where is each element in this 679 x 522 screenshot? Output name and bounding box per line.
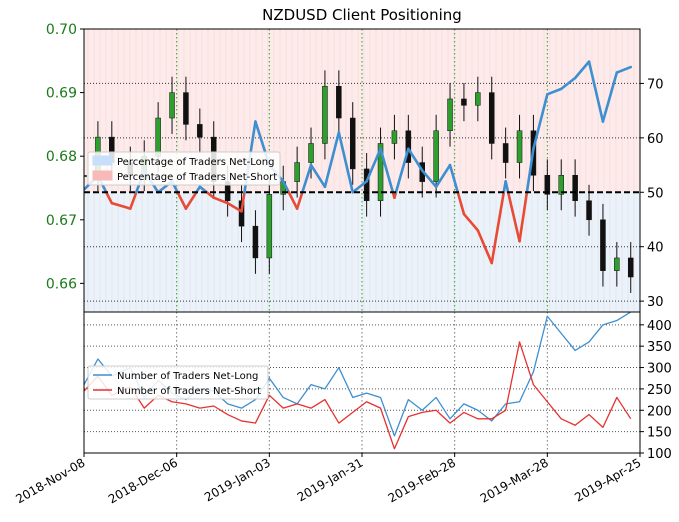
count-axis-label: 150 <box>647 426 672 441</box>
candle-body <box>267 194 272 258</box>
candle-body <box>197 124 202 137</box>
left-axis-label: 0.67 <box>46 213 77 229</box>
right-axis-label: 40 <box>647 241 664 256</box>
candle-body <box>600 220 605 271</box>
right-axis-label: 30 <box>647 295 664 310</box>
candle-body <box>461 99 466 105</box>
x-axis-date-label: 2018-Nov-08 <box>13 455 87 506</box>
left-axis-label: 0.66 <box>46 276 77 292</box>
legend-swatch <box>93 171 112 180</box>
count-axis-label: 250 <box>647 383 672 398</box>
candle-body <box>170 93 175 118</box>
left-axis-label: 0.69 <box>46 86 77 102</box>
candle-body <box>309 143 314 162</box>
count-axis-label: 350 <box>647 340 672 355</box>
x-axis-date-label: 2019-Jan-31 <box>295 455 366 504</box>
left-axis-label: 0.68 <box>46 149 77 165</box>
x-axis-date-label: 2019-Apr-25 <box>572 455 643 504</box>
candle-body <box>448 99 453 131</box>
count-axis-label: 400 <box>647 319 672 334</box>
candle-body <box>503 143 508 162</box>
candle-body <box>295 163 300 182</box>
count-axis-label: 300 <box>647 362 672 377</box>
candle-body <box>614 258 619 271</box>
candle-body <box>183 93 188 125</box>
candle-body <box>489 93 494 144</box>
legend-label: Percentage of Traders Net-Short <box>117 172 277 183</box>
candle-body <box>434 131 439 182</box>
right-axis-label: 70 <box>647 77 664 92</box>
legend-label: Percentage of Traders Net-Long <box>117 157 275 168</box>
candle-body <box>322 86 327 143</box>
positioning-legend: Percentage of Traders Net-Long Percentage… <box>88 152 280 185</box>
candle-body <box>350 118 355 169</box>
left-axis-label: 0.70 <box>46 22 77 38</box>
chart-title: NZDUSD Client Positioning <box>262 6 462 24</box>
candle-body <box>156 118 161 156</box>
x-axis-date-label: 2018-Dec-06 <box>106 455 180 506</box>
legend-swatch <box>93 156 112 165</box>
x-axis-date-label: 2019-Feb-28 <box>386 455 459 505</box>
candle-body <box>573 175 578 200</box>
candle-body <box>336 86 341 118</box>
count-axis-label: 200 <box>647 404 672 419</box>
right-axis-label: 50 <box>647 186 664 201</box>
candle-body <box>587 201 592 220</box>
candle-body <box>475 93 480 106</box>
candle-body <box>392 131 397 144</box>
candle-body <box>253 226 258 258</box>
candle-body <box>628 258 633 277</box>
candle-body <box>517 131 522 163</box>
x-axis-date-label: 2019-Mar-28 <box>478 455 551 505</box>
x-axis-date-label: 2019-Jan-03 <box>202 455 273 504</box>
legend-label: Number of Traders Net-Short <box>117 386 261 397</box>
right-axis-label: 60 <box>647 132 664 147</box>
candle-body <box>364 169 369 201</box>
legend-label: Number of Traders Net-Long <box>117 371 258 382</box>
count-axis-label: 100 <box>647 447 672 462</box>
count-legend: Number of Traders Net-Long Number of Trad… <box>88 366 268 399</box>
